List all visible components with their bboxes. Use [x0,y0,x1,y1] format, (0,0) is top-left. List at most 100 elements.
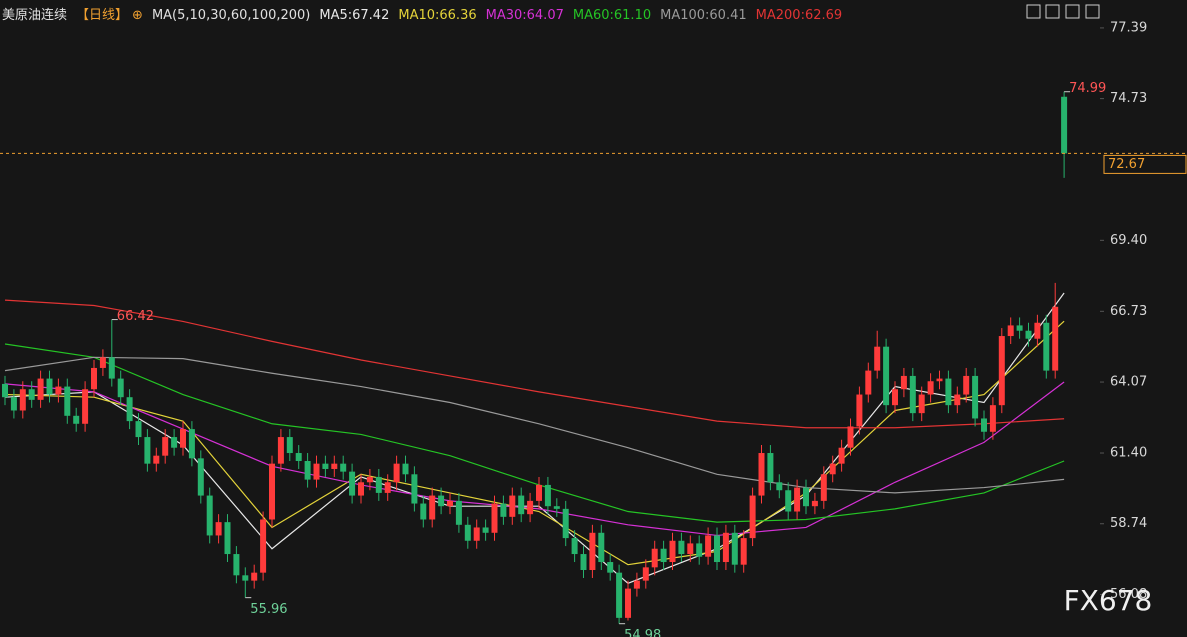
candle-body [375,476,382,493]
y-tick-label: 66.73 [1110,304,1147,319]
candle-body [171,437,178,448]
candle-body [936,378,943,382]
candle-body [963,375,970,395]
candle-body [82,389,89,424]
header: 美原油连续 【日线】 ⊕ MA(5,10,30,60,100,200) MA5:67.4… [2,4,860,23]
candle-body [37,378,44,400]
candle-body [589,532,596,571]
candle-body [776,482,783,491]
tool-icon[interactable] [1045,4,1060,19]
extreme-label: 74.99 [1069,81,1106,96]
candle-body [438,495,445,507]
candle-body [144,437,151,464]
candle-body [180,429,186,448]
legend-entry: MA5:67.42 [319,8,390,23]
candle-body [509,495,516,517]
candle-body [2,383,8,398]
candle-body [402,463,409,475]
legend-entry: MA200:62.69 [755,8,843,23]
candle-body [153,455,160,464]
candle-body [874,346,881,371]
candle-body [651,548,658,568]
candle-body [838,447,845,464]
candle-body [482,527,489,533]
candle-body [803,487,809,507]
candle-body [536,484,542,501]
candle-body [331,463,338,469]
indicator[interactable]: MA(5,10,30,60,100,200) [151,8,311,23]
ma-line [4,299,1065,429]
legend-entry: MA100:60.41 [660,8,747,23]
candle-body [464,524,471,541]
candle-body [55,386,62,395]
candle-body [544,484,551,507]
candle-body [687,543,694,555]
candle-body [340,463,347,472]
candle-body [1025,330,1032,339]
candle-body [1052,306,1059,371]
last-price-label: 72.67 [1108,157,1145,172]
candle-body [491,503,498,533]
candle-body [242,575,249,581]
candle-body [64,386,71,416]
candle-body [108,357,115,379]
candle-body [722,532,729,563]
candle-body [1043,322,1050,371]
candle-body [580,554,587,571]
candle-body [99,357,106,368]
candle-body [295,453,302,462]
candle-body [393,463,400,483]
candle-body [349,471,356,496]
candle-body [909,375,916,414]
candle-body [856,394,863,427]
candle-body [633,580,640,589]
candle-body [696,543,703,557]
candle-body [562,508,569,539]
candle-body [197,458,204,496]
candle-body [188,429,195,459]
candle-body [1034,322,1041,339]
period[interactable]: 【日线】 [76,8,129,23]
legend-entry: MA10:66.36 [398,8,477,23]
candle-body [705,535,712,557]
symbol-title[interactable]: 美原油连续 [2,8,68,23]
candle-body [1007,325,1014,337]
candle-body [215,522,222,536]
candle-body [954,394,961,406]
candle-body [553,506,560,509]
y-tick-label: 61.40 [1110,446,1147,461]
candle-body [429,495,436,520]
candle-body [883,346,890,406]
tool-icon[interactable] [1026,4,1041,19]
candle-body [829,463,836,475]
candle-body [286,437,293,454]
candle-body [598,532,605,563]
candle-body [313,463,320,480]
candle-body [233,554,240,576]
candle-body [607,562,614,573]
candle-body [411,474,418,504]
candle-body [767,453,774,483]
candle-body [358,482,364,496]
tool-icon[interactable] [1085,4,1100,19]
watermark: FX678 [1064,584,1153,617]
toolbar [1026,4,1100,19]
candle-body [117,378,124,398]
candle-body [10,397,17,411]
ma-line [4,381,1065,537]
candle-body [206,495,213,536]
add-icon[interactable]: ⊕ [132,8,143,23]
y-tick-label: 58.74 [1110,516,1147,531]
ma-line [4,356,1065,494]
candle-body [518,495,525,515]
candle-body [678,540,685,555]
candle-body [135,421,142,438]
candle-body [260,519,267,573]
candle-body [500,503,507,517]
candle-body [865,370,872,395]
legend-entry: MA60:61.10 [572,8,652,23]
tool-icon[interactable] [1065,4,1080,19]
candle-body [366,476,373,483]
